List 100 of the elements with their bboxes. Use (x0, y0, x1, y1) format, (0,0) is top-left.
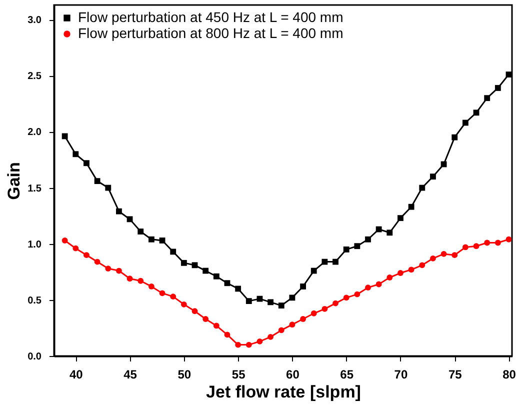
point (138, 278, 144, 284)
point (224, 332, 230, 338)
point (343, 294, 350, 301)
point (278, 302, 284, 308)
point (105, 184, 112, 191)
point (386, 230, 393, 236)
x-tick-label: 50 (178, 368, 192, 382)
point (235, 342, 242, 348)
x-tick-label: 60 (286, 368, 300, 382)
point (419, 184, 426, 191)
point (105, 266, 112, 272)
point (332, 258, 338, 265)
point (256, 338, 263, 344)
point (213, 273, 220, 280)
point (419, 262, 426, 268)
x-tick-label: 55 (232, 368, 246, 382)
point (365, 284, 371, 291)
point (354, 291, 360, 298)
point (452, 134, 458, 140)
point (224, 280, 230, 286)
point (343, 246, 350, 252)
point (398, 270, 404, 276)
y-tick-label: 0.5 (28, 295, 42, 306)
point (213, 322, 220, 329)
y-tick-label: 1.5 (28, 183, 42, 194)
point (408, 266, 414, 273)
point (62, 238, 68, 244)
point (494, 240, 501, 246)
point (180, 260, 187, 266)
point (300, 316, 306, 322)
point (462, 244, 468, 250)
point (322, 258, 328, 265)
point (365, 236, 371, 242)
point (94, 178, 100, 184)
point (148, 236, 154, 242)
point (289, 322, 296, 328)
x-axis-title: Jet flow rate [slpm] (206, 382, 361, 402)
point (94, 258, 100, 265)
point (484, 95, 490, 102)
point (268, 334, 274, 340)
point (484, 240, 490, 246)
y-tick-label: 1.0 (28, 239, 42, 250)
point (84, 252, 90, 258)
point (192, 308, 198, 314)
point (494, 85, 501, 91)
point (235, 286, 242, 292)
point (430, 255, 436, 262)
point (170, 294, 176, 300)
point (408, 204, 414, 210)
point (430, 174, 436, 180)
point (192, 262, 198, 268)
point (376, 281, 382, 288)
x-tick-label: 40 (69, 368, 84, 382)
point (246, 342, 252, 348)
point (116, 208, 122, 214)
point (126, 276, 133, 282)
point (84, 160, 90, 166)
point (72, 245, 79, 252)
point (116, 268, 122, 274)
x-tick-label: 70 (394, 368, 408, 382)
point (473, 243, 480, 250)
legend-label: Flow perturbation at 800 Hz at L = 400 mm (78, 25, 344, 41)
point (159, 290, 166, 296)
y-tick-label: 2.5 (28, 71, 42, 82)
point (473, 110, 480, 116)
point (126, 216, 133, 222)
point (462, 120, 468, 126)
point (354, 243, 360, 250)
point (322, 306, 328, 312)
y-tick-label: 3.0 (28, 15, 42, 26)
point (376, 226, 382, 232)
point (452, 252, 458, 258)
point (202, 316, 209, 322)
point (506, 72, 512, 78)
point (310, 310, 317, 316)
point (256, 296, 263, 302)
point (180, 301, 187, 308)
point (246, 298, 252, 304)
point (148, 284, 154, 290)
x-tick-label: 45 (124, 368, 138, 382)
x-tick-label: 80 (502, 368, 516, 382)
point (386, 274, 393, 280)
point (506, 236, 512, 242)
x-tick-label: 65 (340, 368, 354, 382)
point (62, 133, 68, 140)
point (398, 215, 404, 222)
point (202, 268, 209, 274)
point (289, 294, 296, 301)
x-tick-label: 75 (448, 368, 462, 382)
point (138, 228, 144, 234)
y-tick-label: 2.0 (28, 127, 42, 138)
y-axis-title: Gain (4, 162, 24, 200)
legend-label: Flow perturbation at 450 Hz at L = 400 mm (78, 9, 344, 25)
point (332, 300, 338, 306)
point (440, 251, 447, 257)
point (268, 299, 274, 306)
point (300, 284, 306, 290)
point (310, 268, 317, 274)
point (278, 327, 284, 334)
point (159, 238, 166, 244)
